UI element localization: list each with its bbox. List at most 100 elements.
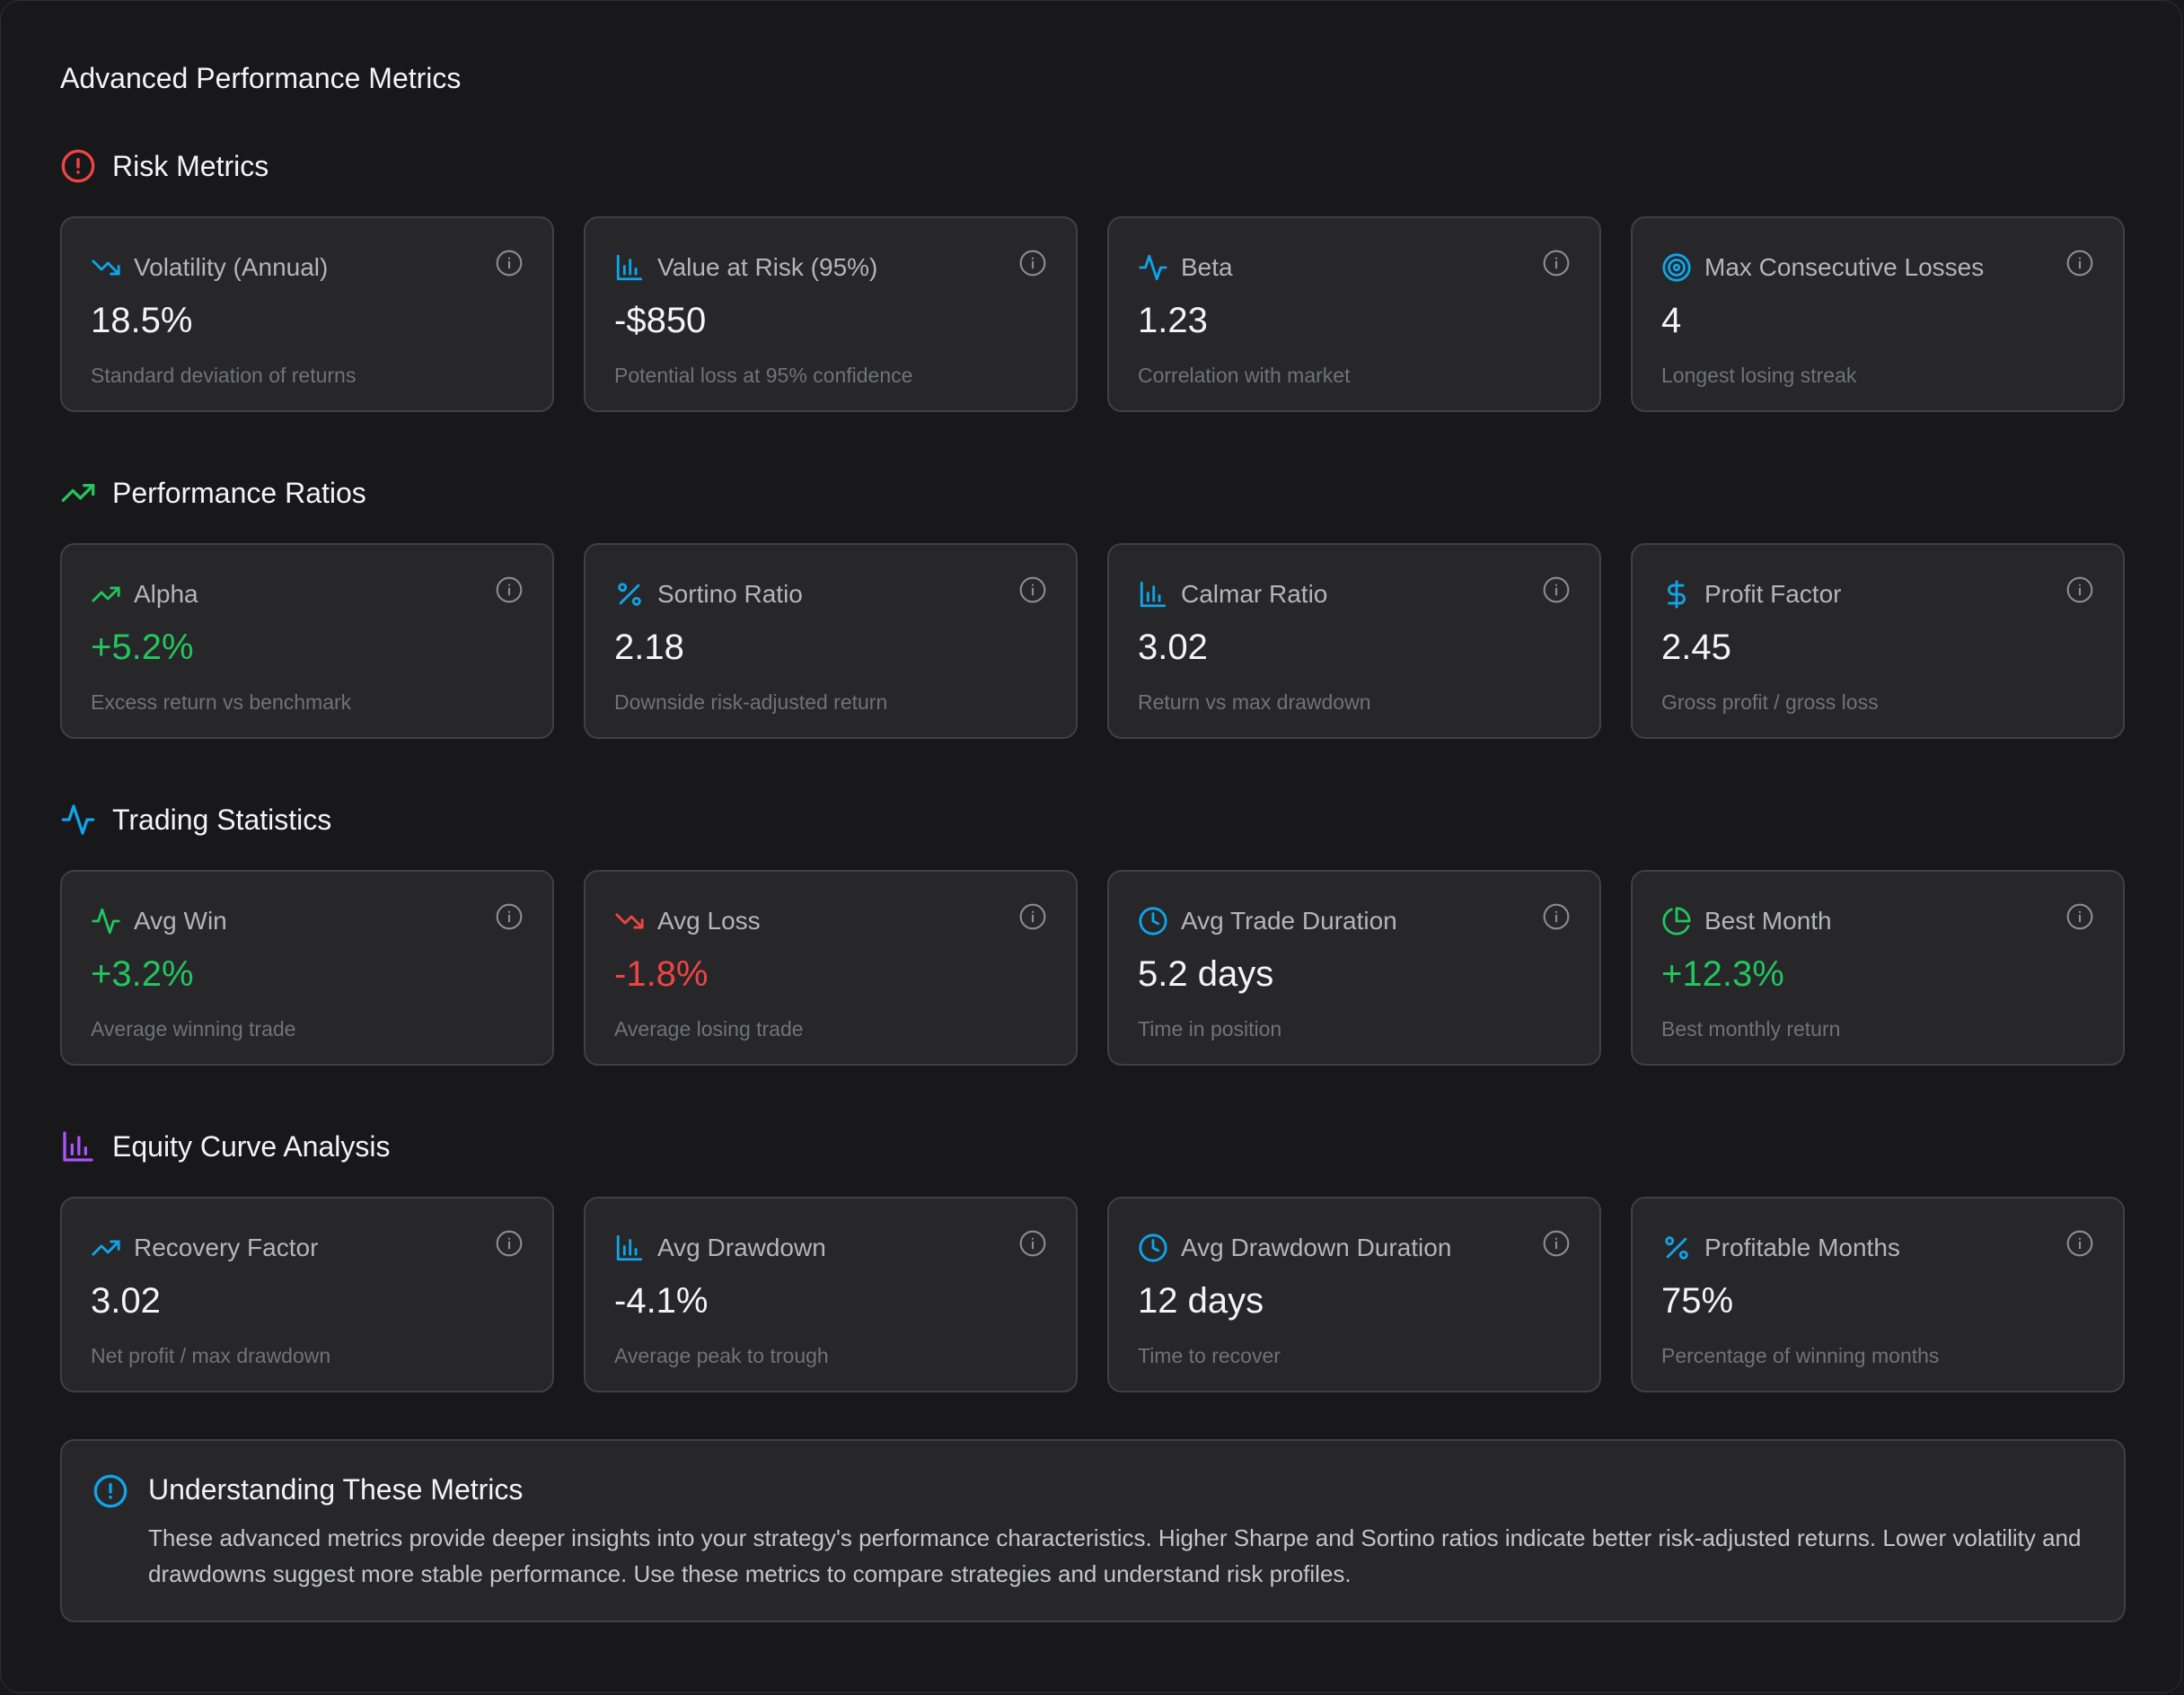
metric-card-max-consecutive-losses: Max Consecutive Losses 4 Longest losing st… (1631, 216, 2125, 412)
info-icon[interactable] (495, 249, 524, 277)
metric-value: +12.3% (1661, 954, 1784, 994)
metric-card-profit-factor: Profit Factor 2.45 Gross profit / gross lo… (1631, 543, 2125, 739)
metric-card-volatility-annual: Volatility (Annual) 18.5% Standard deviati… (60, 216, 554, 412)
info-icon[interactable] (2065, 575, 2094, 604)
metric-card-avg-drawdown: Avg Drawdown -4.1% Average peak to trough (584, 1197, 1078, 1392)
bar-chart-icon (63, 1131, 93, 1162)
metric-description: Correlation with market (1138, 364, 1351, 387)
info-icon[interactable] (1542, 902, 1571, 931)
bar-chart-icon (616, 254, 643, 281)
metric-description: Standard deviation of returns (91, 364, 357, 387)
metric-card-beta: Beta 1.23 Correlation with market (1107, 216, 1601, 412)
metric-card-avg-drawdown-duration: Avg Drawdown Duration 12 days Time to reco… (1107, 1197, 1601, 1392)
metric-value: 2.45 (1661, 628, 1731, 667)
metric-value: 75% (1661, 1281, 1734, 1321)
metric-description: Potential loss at 95% confidence (614, 364, 913, 387)
metric-description: Excess return vs benchmark (91, 690, 352, 714)
info-icon[interactable] (2065, 902, 2094, 931)
info-icon[interactable] (2065, 1229, 2094, 1258)
metric-card-best-month: Best Month +12.3% Best monthly return (1631, 870, 2125, 1066)
metric-label: Beta (1181, 253, 1233, 281)
metric-card-recovery-factor: Recovery Factor 3.02 Net profit / max draw… (60, 1197, 554, 1392)
note-title: Understanding These Metrics (148, 1473, 524, 1506)
metric-label: Best Month (1704, 907, 1832, 935)
pie-chart-icon (1662, 907, 1691, 935)
activity-icon (1139, 254, 1167, 281)
metric-description: Net profit / max drawdown (91, 1344, 331, 1367)
metric-description: Gross profit / gross loss (1661, 690, 1879, 714)
info-icon[interactable] (495, 902, 524, 931)
metric-card-calmar-ratio: Calmar Ratio 3.02 Return vs max drawdown (1107, 543, 1601, 739)
metric-card-value-at-risk-95: Value at Risk (95%) -$850 Potential loss a… (584, 216, 1078, 412)
metric-description: Time to recover (1138, 1344, 1281, 1367)
metric-description: Percentage of winning months (1661, 1344, 1940, 1367)
trending-down-icon (92, 259, 120, 276)
dollar-icon (1668, 580, 1686, 609)
metric-value: 12 days (1138, 1281, 1264, 1321)
activity-icon (61, 804, 95, 835)
metric-description: Return vs max drawdown (1138, 690, 1371, 714)
metric-card-profitable-months: Profitable Months 75% Percentage of winnin… (1631, 1197, 2125, 1392)
clock-icon (1139, 907, 1167, 935)
info-icon[interactable] (1018, 1229, 1047, 1258)
info-icon[interactable] (495, 1229, 524, 1258)
trending-down-icon (615, 913, 644, 929)
metric-description: Average losing trade (614, 1017, 804, 1041)
section-title: Risk Metrics (112, 149, 269, 182)
metric-card-avg-trade-duration: Avg Trade Duration 5.2 days Time in positi… (1107, 870, 1601, 1066)
bar-chart-icon (616, 1234, 643, 1261)
info-icon[interactable] (1542, 575, 1571, 604)
metric-label: Profit Factor (1704, 580, 1842, 608)
metric-label: Avg Drawdown (657, 1234, 826, 1261)
info-icon[interactable] (1542, 1229, 1571, 1258)
metric-label: Avg Loss (657, 907, 761, 935)
metric-description: Time in position (1138, 1017, 1282, 1041)
metric-value: -4.1% (614, 1281, 709, 1321)
metric-value: +3.2% (91, 954, 194, 994)
metric-description: Average winning trade (91, 1017, 296, 1041)
metric-label: Profitable Months (1704, 1234, 1900, 1261)
metric-value: 18.5% (91, 301, 193, 340)
info-icon[interactable] (1018, 902, 1047, 931)
percent-icon (1665, 1236, 1688, 1260)
section-title: Trading Statistics (112, 803, 332, 836)
activity-icon (92, 908, 120, 935)
info-icon[interactable] (1542, 249, 1571, 277)
metric-card-alpha: Alpha +5.2% Excess return vs benchmark (60, 543, 554, 739)
info-icon[interactable] (1018, 249, 1047, 277)
metric-value: 2.18 (614, 628, 684, 667)
info-icon[interactable] (495, 575, 524, 604)
metric-description: Longest losing streak (1661, 364, 1857, 387)
bar-chart-icon (1140, 581, 1167, 608)
trending-up-icon (92, 1240, 120, 1256)
metric-value: 1.23 (1138, 301, 1208, 340)
metric-label: Value at Risk (95%) (657, 253, 878, 281)
metric-label: Avg Trade Duration (1181, 907, 1397, 935)
metric-description: Best monthly return (1661, 1017, 1841, 1041)
metric-label: Volatility (Annual) (134, 253, 329, 281)
metric-label: Recovery Factor (134, 1234, 319, 1261)
understanding-metrics-note: Understanding These Metrics These advanc… (60, 1439, 2126, 1622)
info-icon[interactable] (1018, 575, 1047, 604)
clock-icon (1139, 1234, 1167, 1262)
metric-label: Avg Win (134, 907, 227, 935)
metric-label: Alpha (134, 580, 198, 608)
info-icon[interactable] (2065, 249, 2094, 277)
metric-label: Avg Drawdown Duration (1181, 1234, 1452, 1261)
metric-value: 5.2 days (1138, 954, 1274, 994)
section-equity-curve-analysis: Equity Curve Analysis (60, 1127, 390, 1166)
metric-value: 4 (1661, 301, 1682, 340)
section-title: Equity Curve Analysis (112, 1129, 391, 1163)
metric-label: Sortino Ratio (657, 580, 803, 608)
section-performance-ratios: Performance Ratios (60, 473, 366, 513)
target-icon (1662, 253, 1691, 282)
metric-card-avg-win: Avg Win +3.2% Average winning trade (60, 870, 554, 1066)
metric-label: Max Consecutive Losses (1704, 253, 1985, 281)
section-trading-statistics: Trading Statistics (60, 800, 331, 839)
metric-value: -$850 (614, 301, 707, 340)
trending-up-icon (92, 586, 120, 602)
metric-label: Calmar Ratio (1181, 580, 1328, 608)
page-title: Advanced Performance Metrics (60, 62, 462, 94)
metric-description: Downside risk-adjusted return (614, 690, 888, 714)
